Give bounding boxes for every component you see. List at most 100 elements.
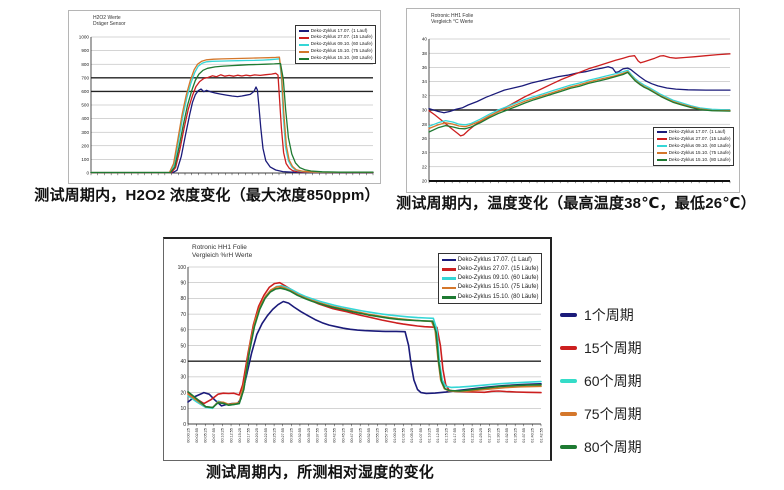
svg-text:80: 80 [180,296,186,302]
legend-swatch-navy [656,131,667,134]
legend-swatch-orange [441,286,456,290]
svg-text:00:52:55: 00:52:55 [367,428,371,443]
cycle-legend-label: 60个周期 [584,373,642,389]
svg-text:40: 40 [422,37,428,42]
svg-text:100: 100 [178,265,187,271]
h2o2-chart-frame: 0 100 200 300 400 500 600 700 800 900 1000 H2O2 We… [68,10,381,184]
legend-swatch-cyan [441,277,456,280]
legend-swatch-navy [560,313,577,317]
svg-text:00:47:55: 00:47:55 [350,428,354,443]
svg-text:20: 20 [180,390,186,396]
legend-entry: Deko-Zyklus 15.10. (75 Läufe) [441,283,539,292]
cycle-legend-item: 1个周期 [560,305,642,325]
svg-text:01:02:55: 01:02:55 [402,428,406,443]
svg-text:01:30:25: 01:30:25 [496,428,500,443]
cycle-legend-label: 75个周期 [584,406,642,422]
legend-entry: Deko-Zyklus 09.10. (60 Läufe) [298,41,373,48]
legend-swatch-red [298,36,309,39]
svg-text:900: 900 [81,48,89,53]
temperature-chart-legend: Deko-Zyklus 17.07. (1 Lauf) Deko-Zyklus … [653,126,734,166]
svg-text:40: 40 [180,359,186,365]
h2o2-chart-title: H2O2 Werte Dräger Sensor [93,15,126,28]
svg-text:30: 30 [180,375,186,381]
cycle-count-legend: 1个周期 15个周期 60个周期 75个周期 80个周期 [560,305,642,470]
svg-text:60: 60 [180,328,186,334]
svg-text:00:15:25: 00:15:25 [238,428,242,443]
legend-swatch-red [441,268,456,271]
svg-text:01:15:25: 01:15:25 [445,428,449,443]
svg-text:10: 10 [180,406,186,412]
legend-swatch-green [298,57,309,60]
svg-text:01:32:55: 01:32:55 [505,428,509,443]
svg-text:00:22:55: 00:22:55 [264,428,268,443]
svg-text:01:07:55: 01:07:55 [419,428,423,443]
svg-text:500: 500 [81,103,89,108]
svg-text:01:20:25: 01:20:25 [462,428,466,443]
svg-text:00:30:25: 00:30:25 [290,428,294,443]
legend-entry: Deko-Zyklus 27.07. (15 Läufe) [441,265,539,274]
svg-text:00:32:55: 00:32:55 [298,428,302,443]
legend-swatch-cyan [298,43,309,46]
cycle-legend-item: 80个周期 [560,437,642,457]
svg-text:38: 38 [422,51,428,56]
legend-entry: Deko-Zyklus 27.07. (15 Läufe) [298,34,373,41]
legend-swatch-orange [298,50,309,53]
svg-text:300: 300 [81,130,89,135]
legend-entry: Deko-Zyklus 09.10. (60 Läufe) [656,143,731,150]
svg-text:400: 400 [81,116,89,121]
cycle-legend-label: 15个周期 [584,340,642,356]
svg-text:28: 28 [422,122,428,127]
temperature-caption: 测试周期内，温度变化（最高温度38℃，最低26℃） [396,195,756,212]
svg-text:01:35:25: 01:35:25 [513,428,517,443]
legend-swatch-navy [441,258,456,262]
svg-text:00:45:25: 00:45:25 [341,428,345,443]
svg-text:00:20:25: 00:20:25 [255,428,259,443]
svg-text:01:27:55: 01:27:55 [488,428,492,443]
legend-entry: Deko-Zyklus 15.10. (80 Läufe) [441,293,539,302]
legend-entry: Deko-Zyklus 15.10. (80 Läufe) [298,55,373,62]
legend-entry: Deko-Zyklus 09.10. (60 Läufe) [441,274,539,283]
legend-swatch-orange [560,412,577,416]
svg-text:01:12:55: 01:12:55 [436,428,440,443]
svg-text:32: 32 [422,93,428,98]
svg-text:0: 0 [183,422,186,428]
cycle-legend-label: 1个周期 [584,307,634,323]
legend-entry: Deko-Zyklus 15.10. (80 Läufe) [656,157,731,164]
svg-text:01:17:55: 01:17:55 [453,428,457,443]
humidity-chart-title: Rotronic HH1 Folie Vergleich %rH Werte [192,244,253,260]
svg-text:00:37:55: 00:37:55 [315,428,319,443]
humidity-chart-frame: 0 10 20 30 40 50 60 70 80 90 100 00:00:25 00:02:55 00… [163,237,552,461]
svg-text:00:57:55: 00:57:55 [384,428,388,443]
svg-text:00:00:25: 00:00:25 [186,428,190,443]
svg-text:01:25:25: 01:25:25 [479,428,483,443]
legend-entry: Deko-Zyklus 17.07. (1 Lauf) [441,256,539,265]
legend-swatch-cyan [656,145,667,148]
h2o2-chart-legend: Deko-Zyklus 17.07. (1 Lauf) Deko-Zyklus … [295,25,376,65]
svg-text:22: 22 [422,164,428,169]
legend-swatch-green [656,159,667,162]
svg-text:50: 50 [180,343,186,349]
svg-text:100: 100 [81,157,89,162]
svg-text:200: 200 [81,143,89,148]
cycle-legend-item: 75个周期 [560,404,642,424]
legend-swatch-orange [656,152,667,155]
h2o2-chart-canvas: 0 100 200 300 400 500 600 700 800 900 1000 [79,35,374,176]
svg-text:30: 30 [422,108,428,113]
svg-text:70: 70 [180,312,186,318]
svg-text:01:37:55: 01:37:55 [522,428,526,443]
svg-text:01:00:25: 01:00:25 [393,428,397,443]
svg-text:800: 800 [81,62,89,67]
legend-swatch-cyan [560,379,577,383]
svg-text:00:55:25: 00:55:25 [376,428,380,443]
legend-entry: Deko-Zyklus 15.10. (75 Läufe) [298,48,373,55]
svg-text:00:42:55: 00:42:55 [333,428,337,443]
svg-text:00:12:55: 00:12:55 [229,428,233,443]
legend-swatch-navy [298,29,309,32]
svg-text:00:25:25: 00:25:25 [272,428,276,443]
temperature-chart-frame: 20 22 24 26 28 30 32 34 36 38 40 Rotronic HH1 Foli… [406,8,740,193]
cycle-legend-item: 60个周期 [560,371,642,391]
svg-text:01:22:55: 01:22:55 [470,428,474,443]
legend-entry: Deko-Zyklus 15.10. (75 Läufe) [656,150,731,157]
legend-entry: Deko-Zyklus 17.07. (1 Lauf) [656,129,731,136]
